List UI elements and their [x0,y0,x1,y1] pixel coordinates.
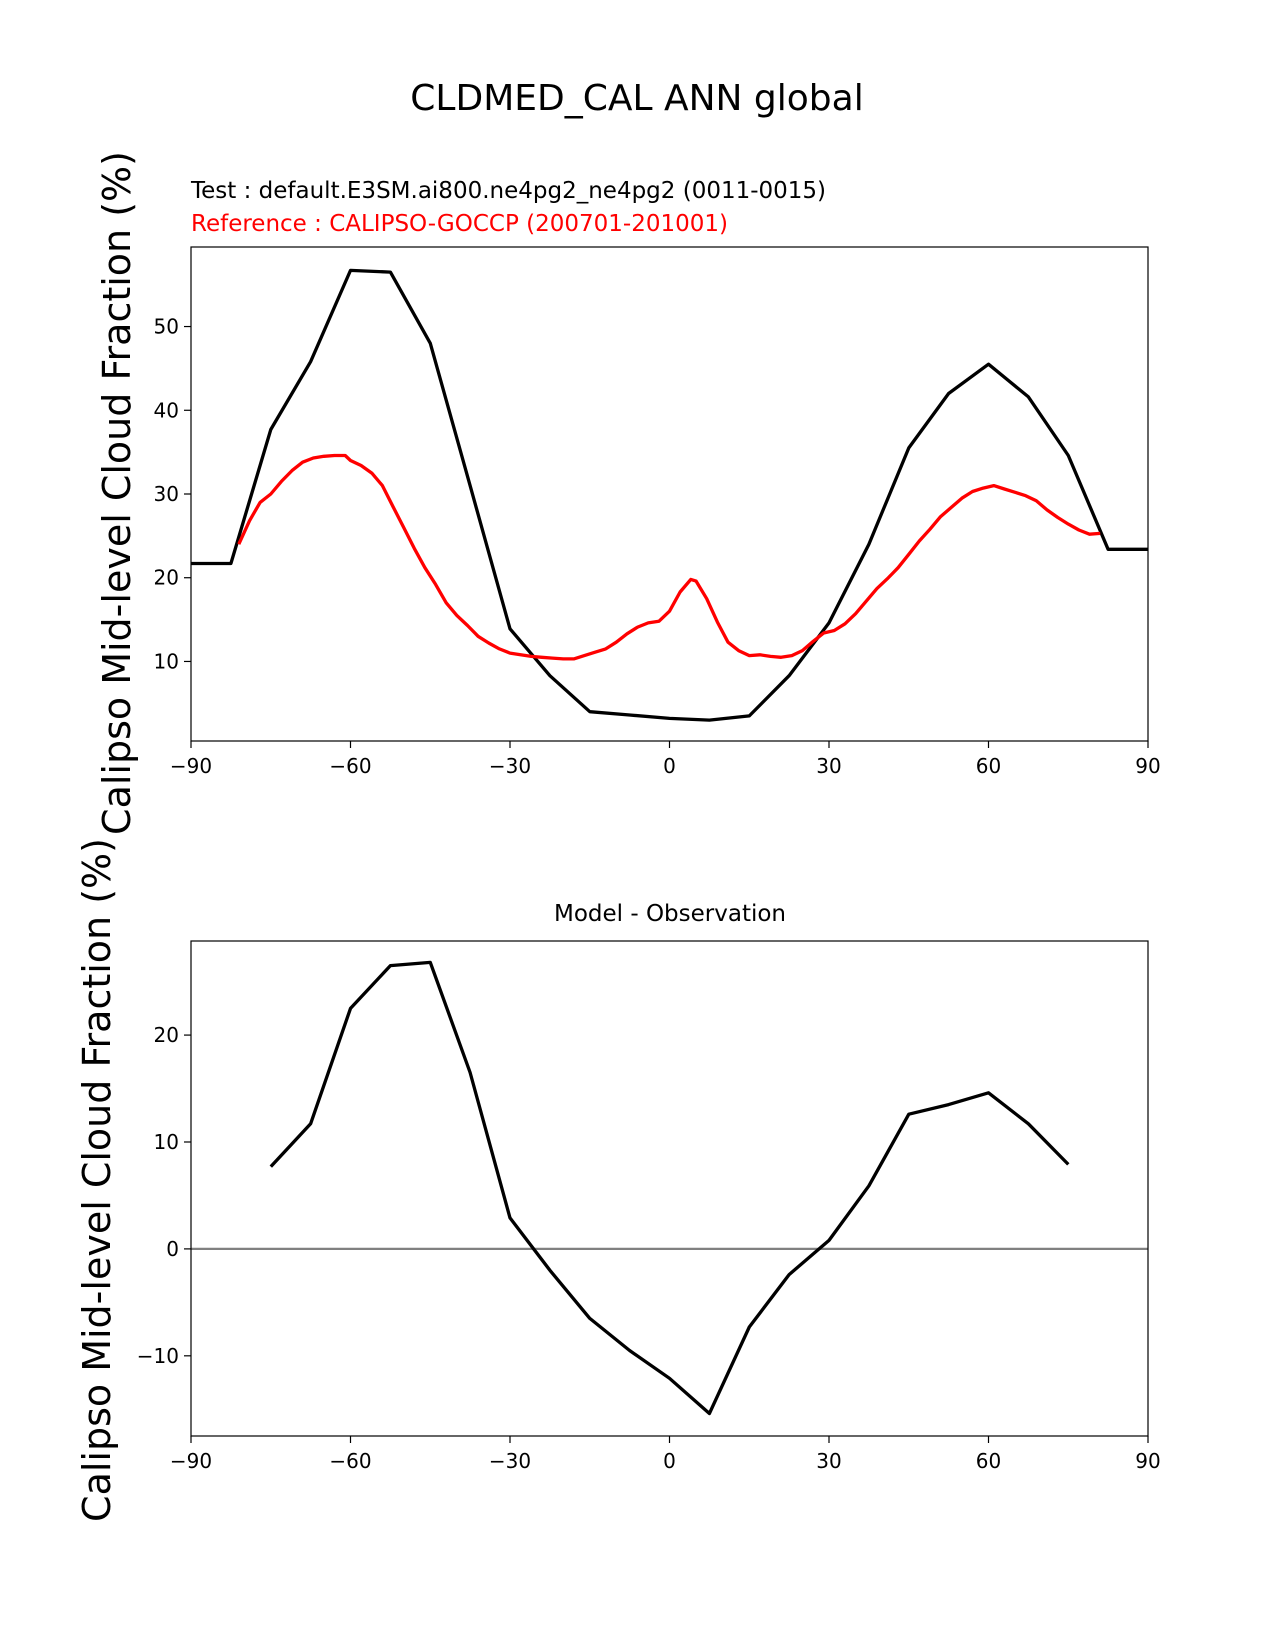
x-tick-label: 0 [663,1449,676,1473]
y-tick-label: 40 [154,398,179,422]
x-tick-label: −30 [489,1449,531,1473]
top-panel-plot: −90 −60 −30 0 30 60 90 10 20 30 40 50 [154,246,1161,778]
x-tick-label: −60 [329,754,371,778]
series-line-reference [237,453,1101,661]
y-tick-label: 20 [154,1023,179,1047]
bottom-panel-plot: −90 −60 −30 0 30 60 90 −10 0 10 20 [137,940,1161,1473]
y-tick-label: 50 [154,315,179,339]
test-label: Test : default.E3SM.ai800.ne4pg2_ne4pg2 … [190,178,826,204]
series-line-test [191,268,1148,722]
bottom-panel-title: Model - Observation [554,901,786,927]
top-y-axis-label: Calipso Mid-level Cloud Fraction (%) [95,151,139,835]
x-tick-label: −60 [329,1449,371,1473]
x-tick-label: 60 [976,754,1001,778]
figure-title: CLDMED_CAL ANN global [410,78,863,119]
reference-label: Reference : CALIPSO-GOCCP (200701-201001… [191,211,728,237]
y-tick-label: 10 [154,1130,179,1154]
x-tick-label: −30 [489,754,531,778]
series-line-difference [269,960,1070,1416]
x-tick-label: 60 [976,1449,1001,1473]
y-tick-label: −10 [137,1344,179,1368]
y-tick-label: 20 [154,566,179,590]
y-tick-label: 30 [154,482,179,506]
x-tick-label: 30 [816,754,841,778]
bottom-y-axis-label: Calipso Mid-level Cloud Fraction (%) [75,838,119,1522]
x-tick-label: 90 [1135,754,1160,778]
y-tick-label: 0 [166,1237,179,1261]
x-tick-label: −90 [170,1449,212,1473]
x-tick-label: 0 [663,754,676,778]
y-tick-label: 10 [154,649,179,673]
x-tick-label: 30 [816,1449,841,1473]
x-tick-label: 90 [1135,1449,1160,1473]
x-tick-label: −90 [170,754,212,778]
